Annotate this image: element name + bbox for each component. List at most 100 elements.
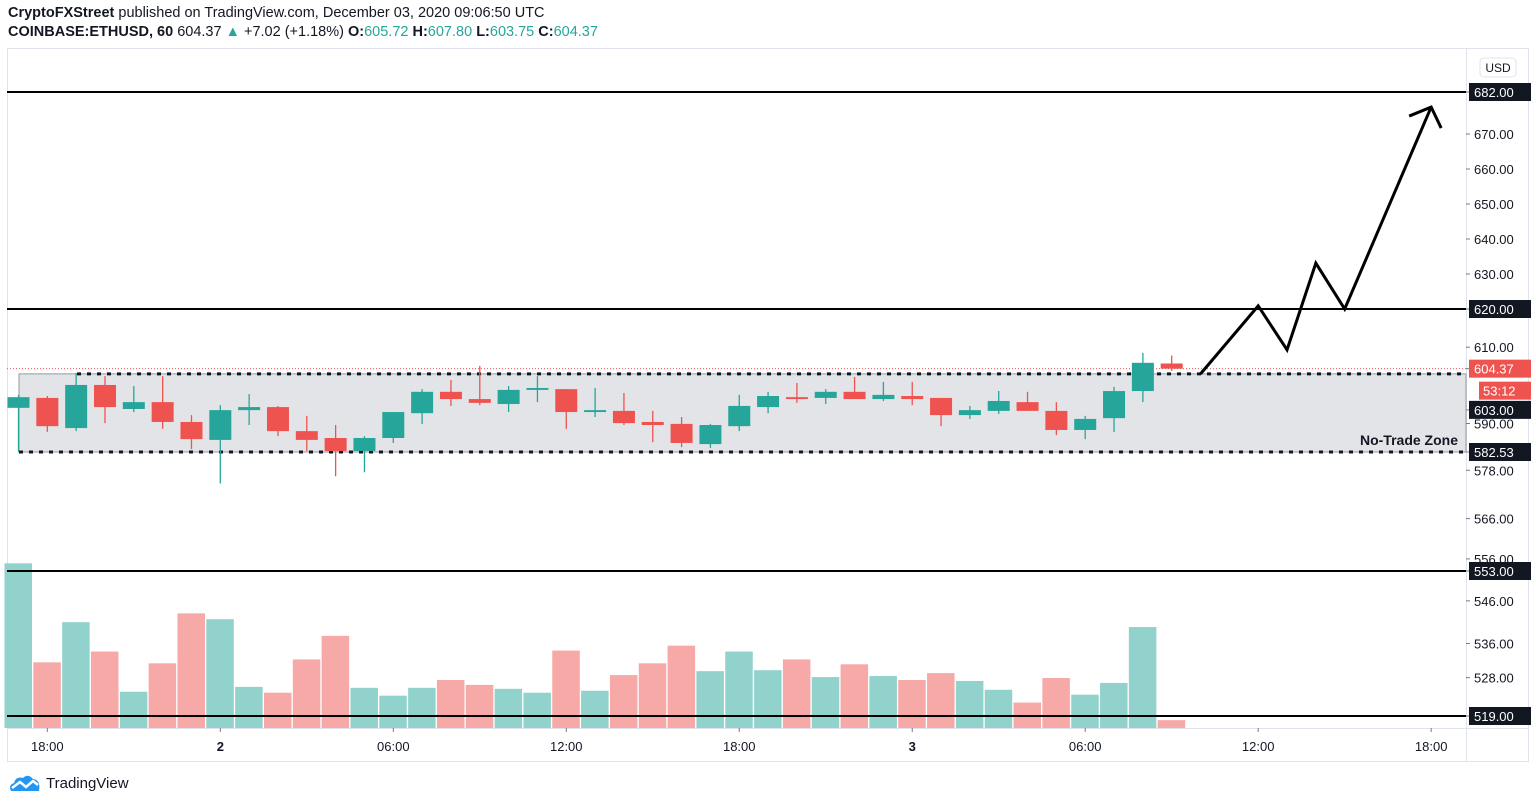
x-tick-label: 18:00 bbox=[1415, 739, 1448, 754]
volume-bar bbox=[321, 635, 350, 728]
volume-bar bbox=[436, 679, 465, 728]
candle-up bbox=[353, 437, 376, 451]
candle-down bbox=[641, 421, 664, 426]
volume-bar bbox=[292, 659, 321, 728]
volume-bar bbox=[379, 695, 407, 728]
high-label: H: bbox=[412, 24, 428, 40]
x-tick-label: 06:00 bbox=[377, 739, 410, 754]
candle-up bbox=[411, 391, 434, 414]
level-price-label: 682.00 bbox=[1474, 85, 1514, 100]
author[interactable]: CryptoFXStreet bbox=[8, 5, 115, 21]
zone-bottom-price-label: 582.53 bbox=[1474, 445, 1514, 460]
price-change: +7.02 (+1.18%) bbox=[243, 24, 344, 40]
volume-bar bbox=[465, 684, 494, 728]
candle-down bbox=[670, 423, 693, 443]
arrowhead-icon bbox=[1408, 105, 1443, 129]
level-price-label: 519.00 bbox=[1474, 709, 1514, 724]
volume-bar bbox=[609, 675, 638, 728]
volume-bar bbox=[408, 687, 436, 728]
tradingview-logo[interactable]: TradingView bbox=[8, 773, 129, 793]
candle-up bbox=[1074, 418, 1097, 430]
y-tick-label: 578.00 bbox=[1474, 463, 1514, 478]
volume-bar bbox=[1128, 627, 1157, 728]
x-tick-label: 12:00 bbox=[1242, 739, 1275, 754]
volume-bar bbox=[754, 670, 782, 728]
candle-down bbox=[36, 397, 59, 427]
candle-up bbox=[987, 400, 1010, 411]
x-tick-label: 18:00 bbox=[31, 739, 64, 754]
candle-down bbox=[930, 397, 953, 416]
candle-down bbox=[468, 399, 491, 403]
volume-bar bbox=[696, 671, 724, 728]
candle-up bbox=[1103, 391, 1126, 419]
volume-bar bbox=[119, 691, 148, 728]
open-value: 605.72 bbox=[364, 24, 409, 40]
volume-bar bbox=[1100, 682, 1128, 728]
level-price-label-bg bbox=[1469, 300, 1531, 318]
candle-down bbox=[324, 437, 347, 451]
y-tick-label: 610.00 bbox=[1474, 340, 1514, 355]
candle-down bbox=[555, 389, 578, 413]
volume-bar bbox=[177, 613, 205, 728]
current-price-label-bg bbox=[1469, 359, 1531, 378]
candle-up bbox=[238, 407, 261, 411]
volume-bar bbox=[4, 563, 32, 728]
volume-bar bbox=[782, 659, 811, 728]
zone-label: No-Trade Zone bbox=[1360, 432, 1458, 448]
publish-info: CryptoFXStreet published on TradingView.… bbox=[8, 5, 545, 21]
y-tick-label: 528.00 bbox=[1474, 671, 1514, 686]
low-label: L: bbox=[476, 24, 490, 40]
volume-bar bbox=[984, 689, 1013, 728]
volume-bar bbox=[840, 664, 869, 728]
candle-down bbox=[843, 391, 866, 400]
price-chart[interactable]: No-Trade Zone 670.00 660.00 650.00 640.00 630… bbox=[0, 0, 1536, 770]
candle-down bbox=[266, 407, 289, 432]
candle-up bbox=[122, 402, 145, 409]
candle-up bbox=[497, 389, 520, 405]
candle-down bbox=[295, 431, 318, 440]
symbol-info: COINBASE:ETHUSD, 60 604.37 ▲ +7.02 (+1.1… bbox=[8, 24, 598, 40]
volume-bar bbox=[62, 622, 90, 728]
candle-down bbox=[439, 391, 462, 400]
candle-down bbox=[93, 384, 116, 408]
up-triangle-icon: ▲ bbox=[225, 24, 240, 40]
y-tick-label: 650.00 bbox=[1474, 197, 1514, 212]
y-tick-label: 590.00 bbox=[1474, 416, 1514, 431]
volume-bar bbox=[581, 690, 609, 728]
currency-label: USD bbox=[1485, 61, 1511, 75]
low-value: 603.75 bbox=[489, 24, 535, 40]
x-tick-label: 18:00 bbox=[723, 739, 756, 754]
candle-up bbox=[209, 410, 232, 440]
level-price-label-bg bbox=[1469, 83, 1531, 101]
symbol: COINBASE:ETHUSD, 60 bbox=[8, 24, 174, 40]
high-value: 607.80 bbox=[427, 24, 473, 40]
x-tick-label: 06:00 bbox=[1069, 739, 1102, 754]
candle-down bbox=[612, 410, 635, 424]
volume-bar bbox=[494, 688, 523, 728]
candle-down bbox=[785, 397, 808, 400]
candle-up bbox=[757, 396, 780, 408]
volume-bar bbox=[869, 676, 897, 728]
candle-up bbox=[814, 391, 837, 398]
candle-down bbox=[1160, 363, 1183, 369]
volume-bar bbox=[667, 645, 696, 728]
zone-top-price-label-bg bbox=[1469, 400, 1531, 419]
currency-badge bbox=[1479, 57, 1517, 78]
level-price-label-bg bbox=[1469, 707, 1531, 725]
level-price-label: 620.00 bbox=[1474, 302, 1514, 317]
published-text: published on TradingView.com, December 0… bbox=[118, 5, 545, 21]
last-price: 604.37 bbox=[177, 24, 222, 40]
candle-up bbox=[7, 397, 30, 408]
candle-up bbox=[526, 387, 549, 390]
y-tick-label: 670.00 bbox=[1474, 127, 1514, 142]
volume-bar bbox=[235, 686, 263, 728]
y-tick-label: 630.00 bbox=[1474, 267, 1514, 282]
countdown-bg bbox=[1479, 381, 1531, 400]
candle-up bbox=[699, 425, 722, 445]
current-price-label: 604.37 bbox=[1474, 362, 1514, 377]
countdown-label: 53:12 bbox=[1483, 384, 1516, 399]
candle-down bbox=[901, 396, 924, 400]
volume-bar bbox=[263, 692, 292, 728]
x-tick-label: 3 bbox=[909, 739, 916, 754]
candle-up bbox=[872, 394, 895, 400]
